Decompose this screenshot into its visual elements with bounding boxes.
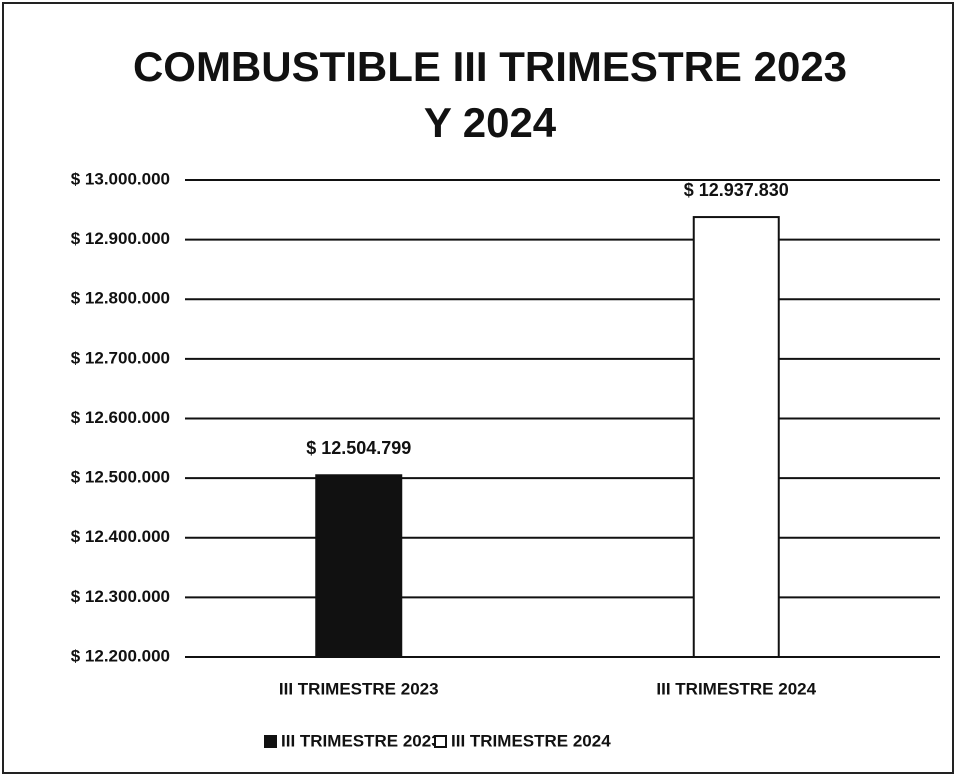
y-tick-label: $ 12.300.000 (71, 587, 170, 606)
x-tick-label: III TRIMESTRE 2023 (279, 679, 439, 698)
y-tick-label: $ 12.800.000 (71, 289, 170, 308)
y-tick-label: $ 12.200.000 (71, 646, 170, 665)
bar (315, 474, 403, 659)
legend-label: III TRIMESTRE 2023 (281, 731, 441, 750)
x-tick-label: III TRIMESTRE 2024 (656, 679, 816, 698)
y-tick-label: $ 12.500.000 (71, 468, 170, 487)
data-label: $ 12.504.799 (306, 438, 411, 458)
y-tick-label: $ 12.900.000 (71, 229, 170, 248)
chart-title: COMBUSTIBLE III TRIMESTRE 2023 (133, 43, 847, 90)
data-label: $ 12.937.830 (684, 180, 789, 200)
bar (692, 216, 780, 659)
y-tick-label: $ 12.600.000 (71, 408, 170, 427)
chart-subtitle: Y 2024 (424, 99, 557, 146)
y-tick-label: $ 12.700.000 (71, 348, 170, 367)
y-tick-label: $ 13.000.000 (71, 169, 170, 188)
legend-label: III TRIMESTRE 2024 (451, 731, 611, 750)
y-tick-label: $ 12.400.000 (71, 527, 170, 546)
legend-marker (264, 735, 277, 748)
legend-marker (434, 735, 447, 748)
